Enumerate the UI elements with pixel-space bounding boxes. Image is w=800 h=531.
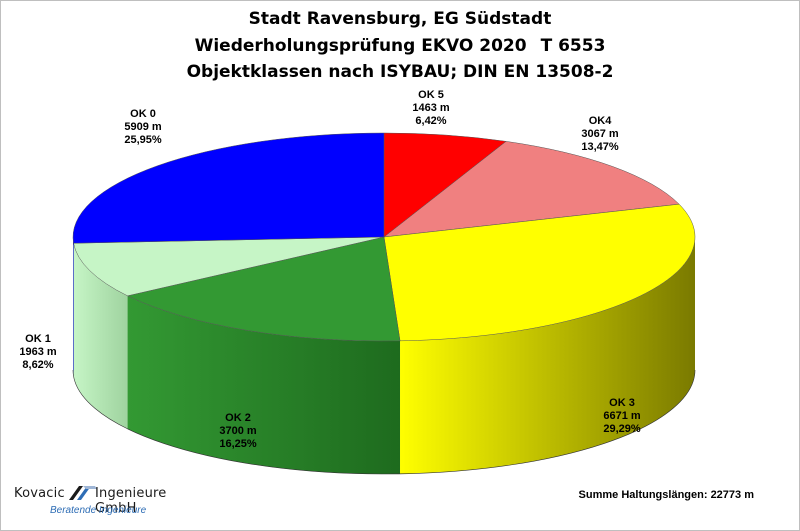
chart-title-line-2: Wiederholungsprüfung EKVO 2020 T 6553	[0, 35, 800, 57]
pie-side-walls	[73, 237, 695, 474]
pie-side-ok-3	[400, 237, 695, 474]
total-length-label: Summe Haltungslängen: 22773 m	[578, 489, 754, 501]
label-name: OK4	[588, 115, 612, 127]
chart-title-line-3: Objektklassen nach ISYBAU; DIN EN 13508-…	[186, 62, 614, 82]
pie-bottom-edge	[72, 369, 696, 475]
logo-mark-icon	[69, 486, 97, 500]
label-percent: 25,95%	[124, 134, 162, 146]
chart-title-line-1: Stadt Ravensburg, EG Südstadt	[248, 9, 552, 29]
pie-slice-ok-2	[126, 236, 401, 342]
label-ok4: OK4 3067 m 13,47%	[560, 115, 640, 154]
logo-tagline: Beratende Ingenieure	[50, 505, 147, 516]
label-percent: 16,25%	[219, 438, 257, 450]
pie-slice-ok-0	[72, 132, 385, 244]
label-name: OK 5	[418, 89, 444, 101]
label-percent: 6,42%	[415, 115, 447, 127]
label-length: 1963 m	[19, 346, 57, 358]
label-percent: 29,29%	[603, 423, 641, 435]
label-length: 1463 m	[412, 102, 450, 114]
label-name: OK 0	[130, 108, 156, 120]
label-name: OK 1	[25, 333, 51, 345]
pie-slice-ok4	[383, 141, 680, 238]
label-length: 3067 m	[581, 128, 619, 140]
label-length: 6671 m	[603, 410, 641, 422]
pie-slice-ok-1	[73, 236, 385, 297]
pie-side-ok-2	[127, 295, 401, 474]
label-percent: 8,62%	[22, 359, 54, 371]
label-ok-2: OK 2 3700 m 16,25%	[198, 412, 278, 451]
label-name: OK 3	[609, 397, 635, 409]
label-ok-5: OK 5 1463 m 6,42%	[391, 89, 471, 128]
pie-top-faces	[72, 132, 696, 342]
logo-name-right: Ingenieure GmbH	[95, 486, 167, 516]
label-length: 3700 m	[219, 425, 257, 437]
logo-name-left: Kovacic	[14, 486, 65, 501]
pie-side-ok-1	[73, 243, 128, 429]
label-length: 5909 m	[124, 121, 162, 133]
chart-title-line-2-code: T 6553	[540, 36, 606, 56]
chart-title-line-2-text: Wiederholungsprüfung EKVO 2020	[194, 36, 527, 56]
label-ok-3: OK 3 6671 m 29,29%	[582, 397, 662, 436]
pie-slice-ok-3	[383, 203, 696, 342]
pie-slice-ok-5	[383, 132, 507, 238]
pie-side-ok-0	[73, 237, 74, 377]
label-ok-0: OK 0 5909 m 25,95%	[103, 108, 183, 147]
label-name: OK 2	[225, 412, 251, 424]
label-ok-1: OK 1 1963 m 8,62%	[0, 333, 78, 372]
company-logo: Kovacic Ingenieure GmbH Beratende Ingeni…	[14, 482, 204, 522]
label-percent: 13,47%	[581, 141, 619, 153]
